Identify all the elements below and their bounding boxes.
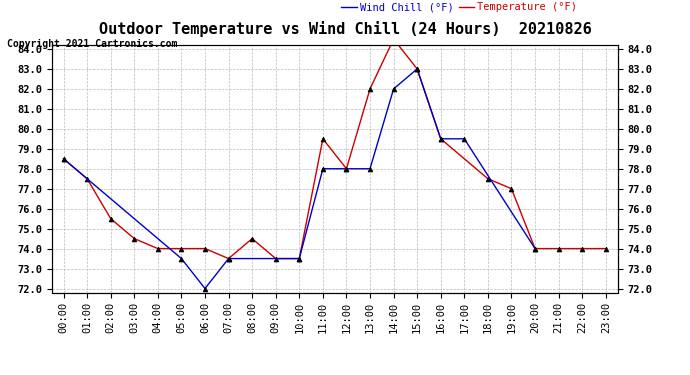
Text: Outdoor Temperature vs Wind Chill (24 Hours)  20210826: Outdoor Temperature vs Wind Chill (24 Ho… bbox=[99, 21, 591, 37]
Text: Copyright 2021 Cartronics.com: Copyright 2021 Cartronics.com bbox=[7, 39, 177, 50]
Legend: Wind Chill (°F), Temperature (°F): Wind Chill (°F), Temperature (°F) bbox=[337, 0, 582, 16]
